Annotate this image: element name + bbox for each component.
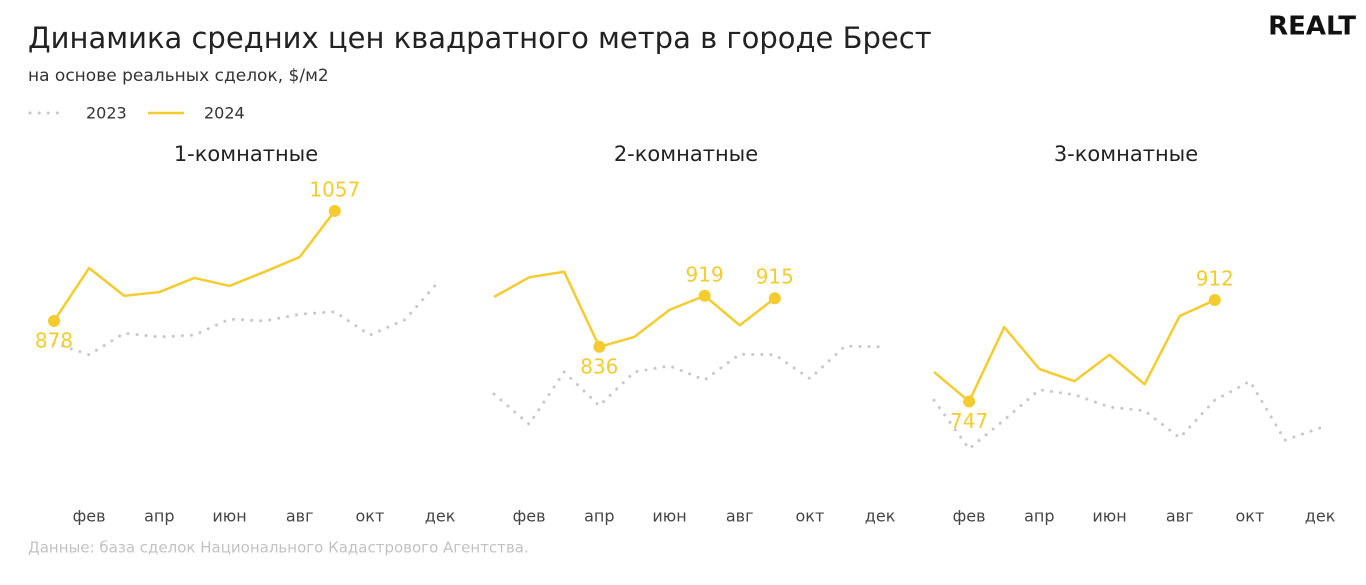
- source: Данные: база сделок Национального Кадаст…: [28, 539, 529, 557]
- series-line: [493, 270, 776, 349]
- x-tick-label: июн: [652, 507, 686, 526]
- x-tick-label: окт: [1236, 507, 1265, 526]
- x-tick-label: апр: [144, 507, 174, 526]
- legend-label: 2023: [86, 104, 127, 123]
- legend-label: 2024: [204, 104, 245, 123]
- panel-title: 3-комнатные: [1054, 142, 1198, 166]
- series-line: [52, 210, 336, 322]
- logo: REALT: [1268, 12, 1356, 42]
- x-tick-label: дек: [1305, 507, 1336, 526]
- series-line: [52, 278, 442, 357]
- data-label: 1057: [309, 177, 360, 201]
- data-label: 912: [1196, 267, 1234, 291]
- x-tick-label: фев: [73, 507, 106, 526]
- data-label: 878: [35, 328, 73, 352]
- point: [593, 340, 606, 353]
- panel-title: 1-комнатные: [174, 142, 318, 166]
- x-tick-label: авг: [286, 507, 314, 526]
- x-tick-label: фев: [953, 507, 986, 526]
- panel-title: 2-комнатные: [614, 142, 758, 166]
- x-tick-label: апр: [1024, 507, 1054, 526]
- point: [1208, 294, 1221, 307]
- x-tick-label: фев: [513, 507, 546, 526]
- data-label: 919: [686, 262, 724, 286]
- point: [328, 204, 341, 217]
- point: [768, 292, 781, 305]
- subtitle: на основе реальных сделок, $/м2: [28, 66, 329, 86]
- x-tick-label: июн: [1092, 507, 1126, 526]
- title: Динамика средних цен квадратного метра в…: [28, 21, 932, 55]
- data-label: 836: [580, 354, 618, 378]
- x-tick-label: апр: [584, 507, 614, 526]
- x-tick-label: авг: [1166, 507, 1194, 526]
- series-line: [933, 298, 1216, 403]
- legend: 2023 2024: [28, 104, 245, 123]
- point: [963, 395, 976, 408]
- data-label: 747: [950, 409, 988, 433]
- x-tick-label: дек: [425, 507, 456, 526]
- series-line: [932, 379, 1322, 451]
- x-tick-label: дек: [865, 507, 896, 526]
- point: [698, 289, 711, 302]
- point: [48, 314, 60, 327]
- series-line: [492, 344, 882, 427]
- x-tick-label: окт: [796, 507, 825, 526]
- data-label: 915: [756, 265, 794, 289]
- x-tick-label: июн: [212, 507, 246, 526]
- x-tick-label: авг: [726, 507, 754, 526]
- x-tick-label: окт: [356, 507, 385, 526]
